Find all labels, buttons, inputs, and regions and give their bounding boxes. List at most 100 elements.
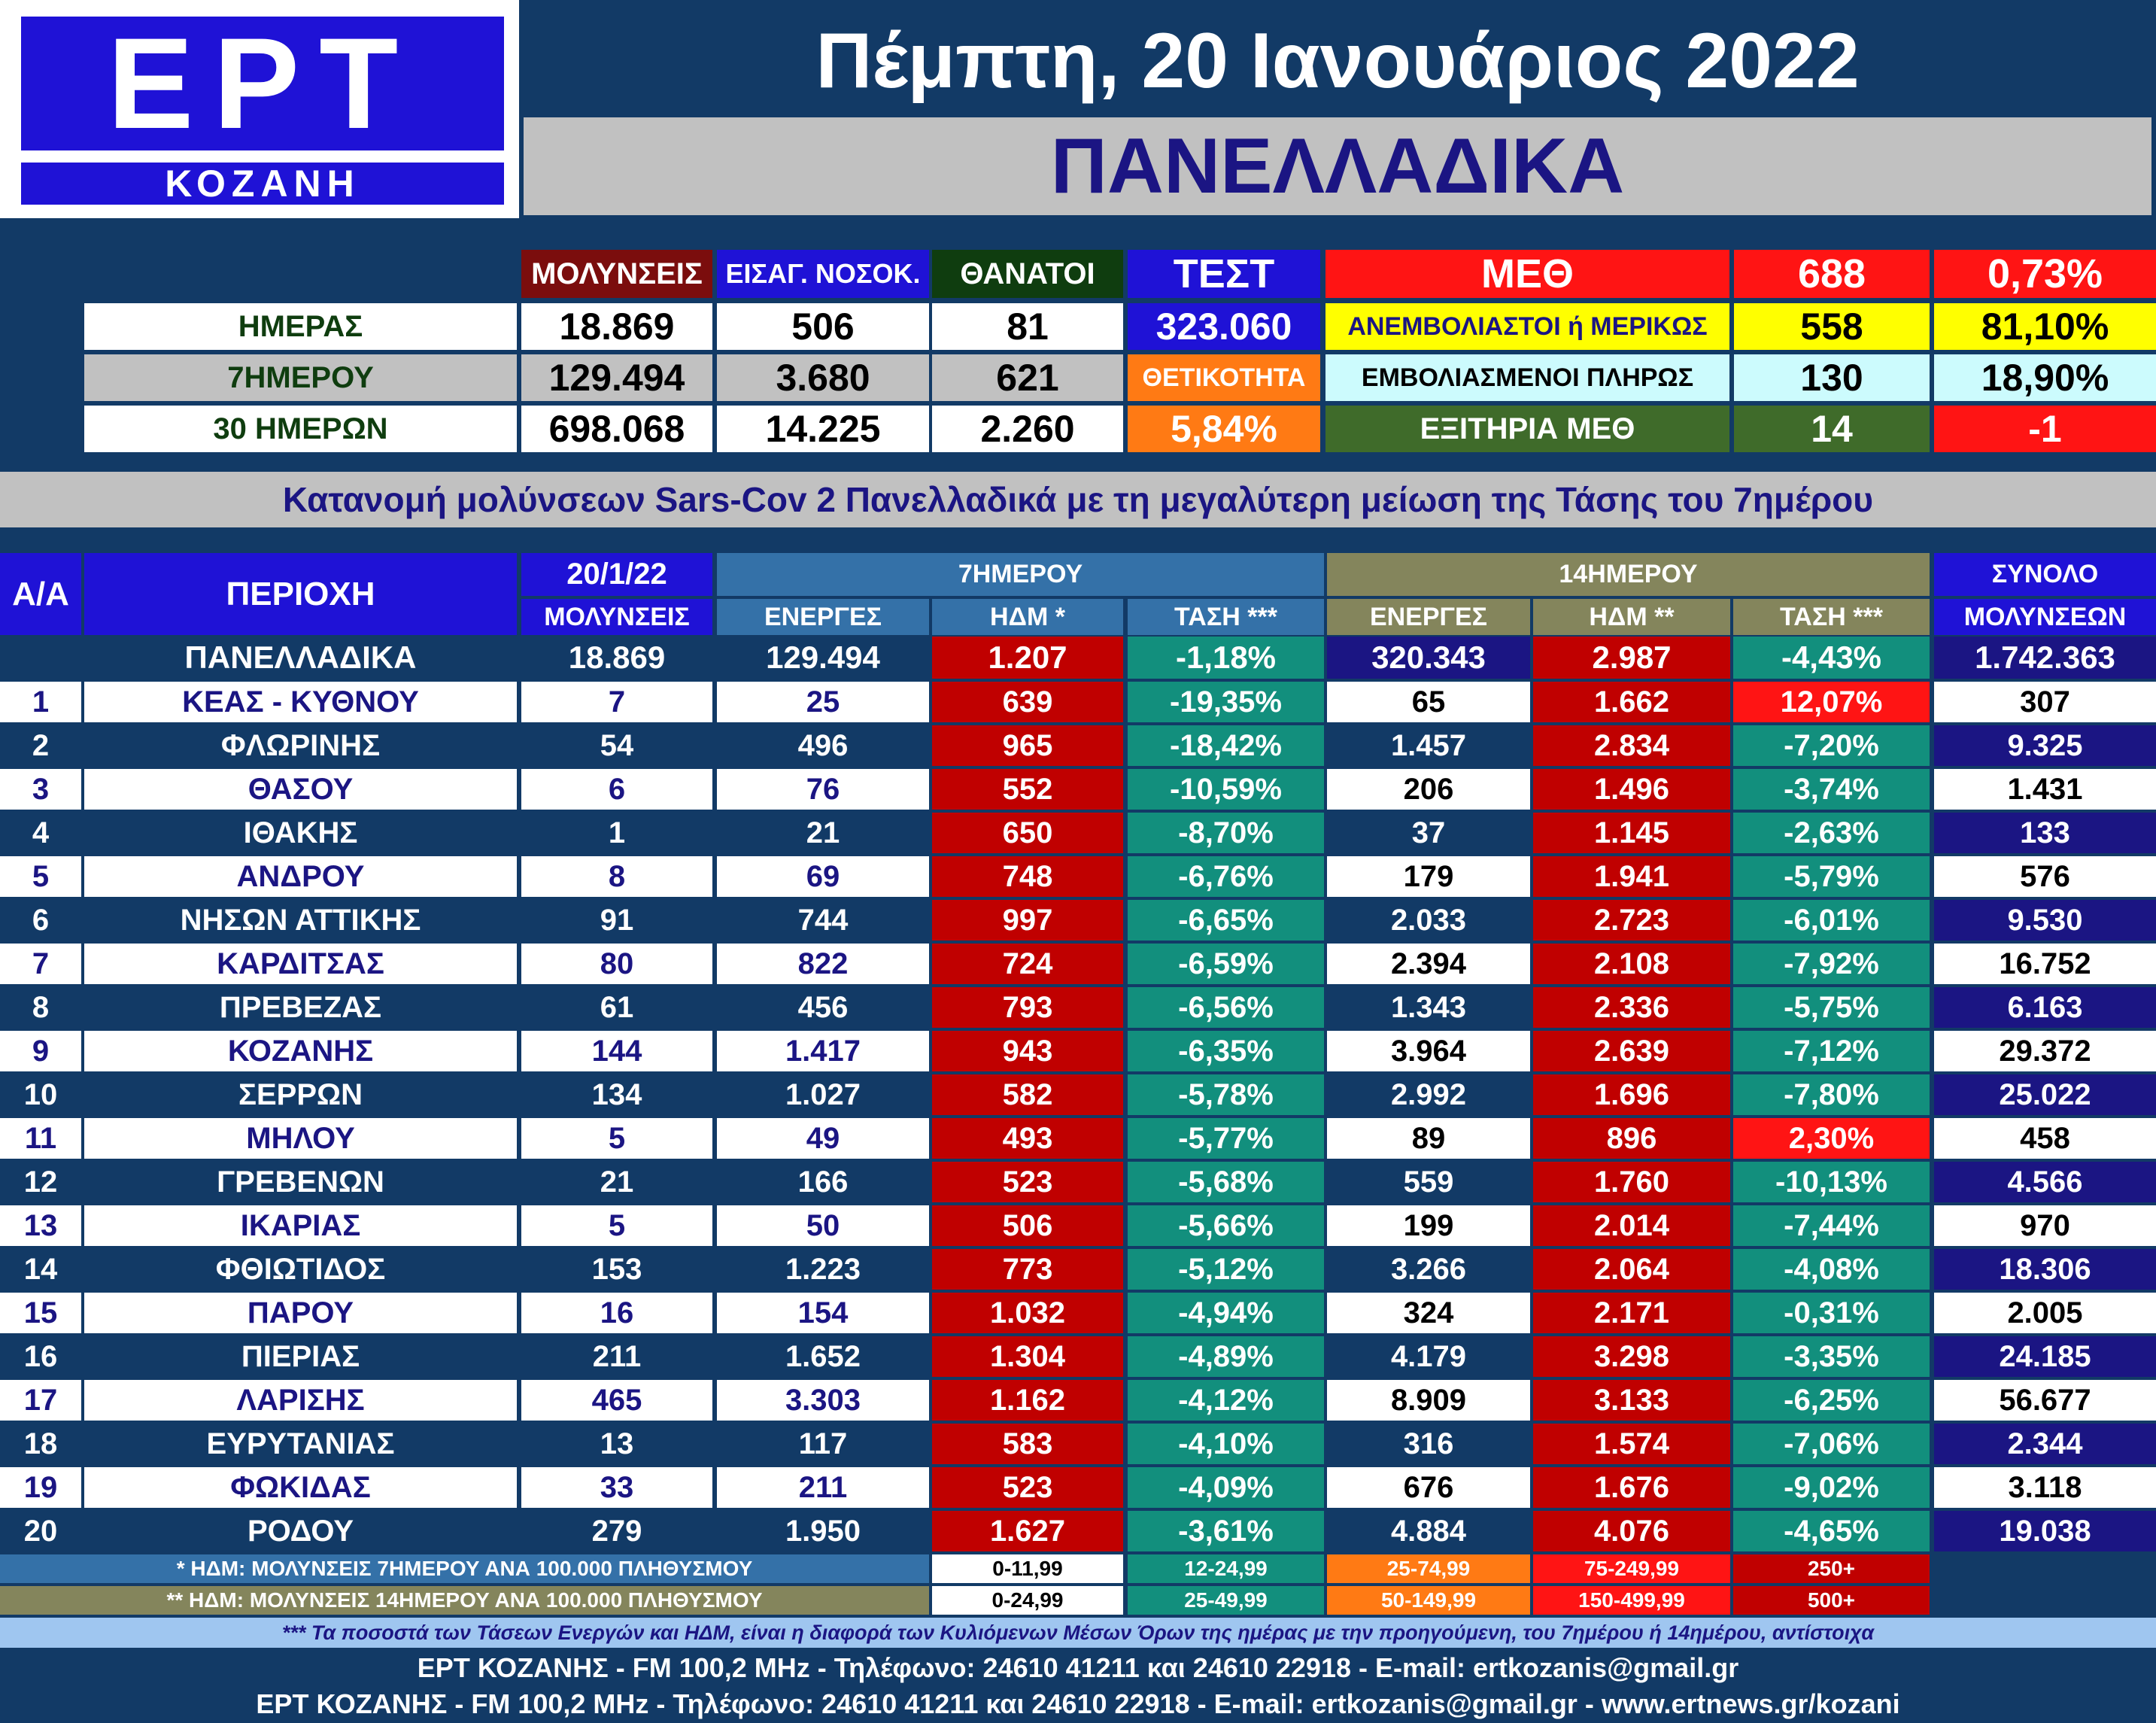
cell-aa: 8 (0, 987, 81, 1028)
cell-tr14: -7,80% (1733, 1074, 1930, 1115)
summary-day-admissions: 506 (717, 303, 929, 350)
cell-cases: 80 (521, 944, 712, 984)
cell-hdm14: 2.171 (1533, 1293, 1730, 1333)
legend-range-14day: 25-49,99 (1128, 1586, 1324, 1615)
cell-act7: 117 (717, 1424, 929, 1464)
cell-hdm14: 1.662 (1533, 682, 1730, 722)
cell-tr7: -3,61% (1128, 1511, 1324, 1551)
cell-tr14: -0,31% (1733, 1293, 1930, 1333)
cell-act14: 199 (1327, 1205, 1530, 1246)
cell-tr7: -4,94% (1128, 1293, 1324, 1333)
cell-act14: 65 (1327, 682, 1530, 722)
cell-aa: 4 (0, 813, 81, 853)
cell-tr7: -8,70% (1128, 813, 1324, 853)
cell-cases: 7 (521, 682, 712, 722)
summary-day-infections: 18.869 (521, 303, 712, 350)
cell-act14: 206 (1327, 769, 1530, 810)
cell-tr7: -4,10% (1128, 1424, 1324, 1464)
cell-aa: 19 (0, 1467, 81, 1508)
cell-tr7: -6,56% (1128, 987, 1324, 1028)
cell-tr7: -5,12% (1128, 1249, 1324, 1290)
table-row: 14 ΦΘΙΩΤΙΔΟΣ 153 1.223 773 -5,12% 3.266 2.064 -4… (0, 1249, 2156, 1290)
cell-hdm7: 639 (932, 682, 1123, 722)
cell-act14: 676 (1327, 1467, 1530, 1508)
cell-act14: 2.033 (1327, 900, 1530, 941)
cell-name: ΠΡΕΒΕΖΑΣ (84, 987, 517, 1028)
cell-name: ΑΝΔΡΟΥ (84, 856, 517, 897)
col-header-aa: Α/Α (0, 553, 81, 635)
cell-total: 25.022 (1934, 1074, 2156, 1115)
cell-total: 970 (1934, 1205, 2156, 1246)
logo: ΕΡΤ ΚΟΖΑΝΗ (0, 0, 519, 218)
cell-aa: 14 (0, 1249, 81, 1290)
footer-contact-line2: ΕΡΤ ΚΟΖΑΝΗΣ - FM 100,2 MHz - Τηλέφωνο: 2… (0, 1687, 2156, 1721)
cell-name: ΦΘΙΩΤΙΔΟΣ (84, 1249, 517, 1290)
cell-total: 4.566 (1934, 1162, 2156, 1202)
cell-tr14: -2,63% (1733, 813, 1930, 853)
cell-hdm7: 1.304 (932, 1336, 1123, 1377)
cell-tr14: -10,13% (1733, 1162, 1930, 1202)
summary-row-day-label: ΗΜΕΡΑΣ (84, 303, 517, 350)
cell-cases: 465 (521, 1380, 712, 1421)
cell-hdm14: 4.076 (1533, 1511, 1730, 1551)
col-header-7day-trend: ΤΑΣΗ *** (1128, 599, 1324, 635)
national-trend7: -1,18% (1128, 637, 1324, 679)
cell-hdm7: 997 (932, 900, 1123, 941)
page-date-title: Πέμπτη, 20 Ιανουάριος 2022 (815, 17, 1860, 105)
cell-tr7: -4,89% (1128, 1336, 1324, 1377)
cell-name: ΚΑΡΔΙΤΣΑΣ (84, 944, 517, 984)
table-row: 7 ΚΑΡΔΙΤΣΑΣ 80 822 724 -6,59% 2.394 2.108 -7,92%… (0, 944, 2156, 984)
cell-tr14: -7,20% (1733, 725, 1930, 766)
cell-aa: 7 (0, 944, 81, 984)
cell-tr14: -9,02% (1733, 1467, 1930, 1508)
cell-act7: 49 (717, 1118, 929, 1159)
cell-tr14: 12,07% (1733, 682, 1930, 722)
cell-total: 9.530 (1934, 900, 2156, 941)
cell-act7: 744 (717, 900, 929, 941)
summary-col-deaths: ΘΑΝΑΤΟΙ (932, 250, 1123, 298)
national-name: ΠΑΝΕΛΛΑΔΙΚΑ (84, 637, 517, 679)
cell-tr14: -3,35% (1733, 1336, 1930, 1377)
cell-act7: 211 (717, 1467, 929, 1508)
cell-act7: 1.027 (717, 1074, 929, 1115)
cell-tr14: -7,06% (1733, 1424, 1930, 1464)
cell-act7: 496 (717, 725, 929, 766)
cell-hdm14: 1.696 (1533, 1074, 1730, 1115)
cell-act14: 1.457 (1327, 725, 1530, 766)
cell-total: 6.163 (1934, 987, 2156, 1028)
table-row: 12 ΓΡΕΒΕΝΩΝ 21 166 523 -5,68% 559 1.760 -10,13% 4… (0, 1162, 2156, 1202)
legend-range-7day: 25-74,99 (1327, 1554, 1530, 1583)
cell-total: 29.372 (1934, 1031, 2156, 1071)
cell-name: ΚΕΑΣ - ΚΥΘΝΟΥ (84, 682, 517, 722)
icu-discharges-change: -1 (1934, 406, 2156, 452)
footer-note: *** Τα ποσοστά των Τάσεων Ενεργών και ΗΔ… (0, 1618, 2156, 1648)
cell-tr14: -7,92% (1733, 944, 1930, 984)
cell-hdm14: 2.723 (1533, 900, 1730, 941)
legend-note-14day: ** ΗΔΜ: ΜΟΛΥΝΣΕΙΣ 14ΗΜΕΡΟΥ ΑΝΑ 100.000 Π… (0, 1586, 929, 1615)
col-header-region: ΠΕΡΙΟΧΗ (84, 553, 517, 635)
cell-act7: 50 (717, 1205, 929, 1246)
table-row: 6 ΝΗΣΩΝ ΑΤΤΙΚΗΣ 91 744 997 -6,65% 2.033 2.723 -6… (0, 900, 2156, 941)
test-label: ΤΕΣΤ (1128, 250, 1320, 298)
cell-hdm7: 965 (932, 725, 1123, 766)
table-row: 1 ΚΕΑΣ - ΚΥΘΝΟΥ 7 25 639 -19,35% 65 1.662 12,07%… (0, 682, 2156, 722)
icu-discharges-count: 14 (1734, 406, 1930, 452)
cell-hdm14: 2.014 (1533, 1205, 1730, 1246)
cell-hdm14: 2.834 (1533, 725, 1730, 766)
cell-cases: 5 (521, 1118, 712, 1159)
col-header-14day: 14ΗΜΕΡΟΥ (1327, 553, 1930, 596)
national-act14: 320.343 (1327, 637, 1530, 679)
cell-hdm14: 1.574 (1533, 1424, 1730, 1464)
cell-hdm14: 3.298 (1533, 1336, 1730, 1377)
icu-discharges-label: ΕΞΙΤΗΡΙΑ ΜΕΘ (1325, 406, 1729, 452)
cell-total: 458 (1934, 1118, 2156, 1159)
cell-tr14: -3,74% (1733, 769, 1930, 810)
cell-cases: 279 (521, 1511, 712, 1551)
cell-hdm14: 2.639 (1533, 1031, 1730, 1071)
positivity-label: ΘΕΤΙΚΟΤΗΤΑ (1128, 354, 1320, 401)
icu-label: ΜΕΘ (1325, 250, 1729, 298)
cell-name: ΕΥΡΥΤΑΝΙΑΣ (84, 1424, 517, 1464)
cell-total: 1.431 (1934, 769, 2156, 810)
cell-tr7: -5,77% (1128, 1118, 1324, 1159)
summary-week-admissions: 3.680 (717, 354, 929, 401)
